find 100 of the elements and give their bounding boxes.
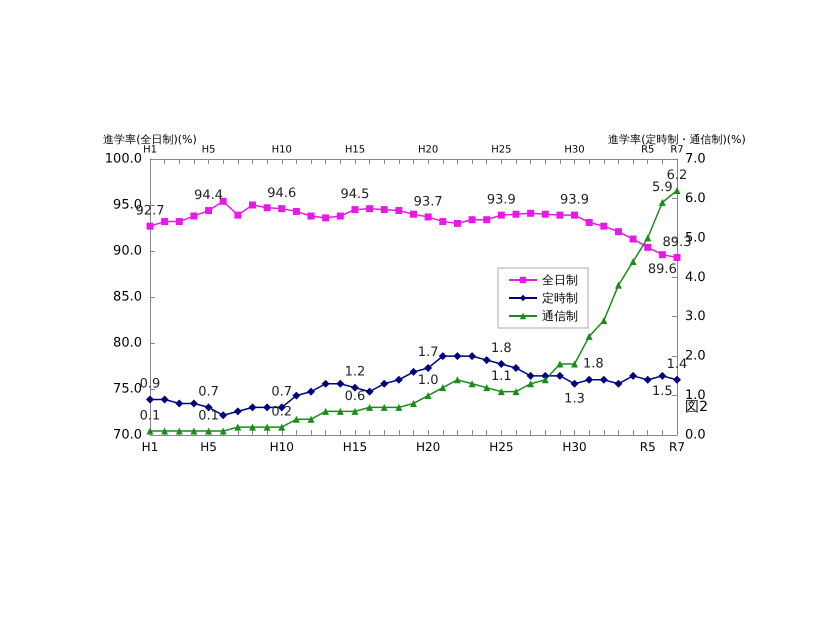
- point: [658, 372, 666, 380]
- category-label: H5: [202, 144, 216, 156]
- y-tick-label: 70.0: [113, 428, 142, 442]
- point: [527, 210, 534, 217]
- point: [424, 392, 432, 400]
- y2-tick-label: 7.0: [685, 152, 706, 166]
- point: [526, 372, 535, 380]
- point: [410, 400, 417, 407]
- x-tick-label: H15: [342, 440, 368, 454]
- data-label: 94.5: [340, 187, 370, 202]
- point: [600, 317, 608, 324]
- data-label: 93.9: [560, 192, 590, 208]
- category-label: R7: [670, 144, 684, 156]
- x-tick-label: H5: [200, 440, 217, 454]
- point: [380, 404, 388, 411]
- y-tick-label: 90.0: [113, 244, 142, 258]
- x-tick-label: H10: [270, 440, 294, 454]
- y2-tick-label: 0.0: [685, 428, 706, 442]
- y2-tick-label: 3.0: [685, 309, 706, 324]
- point: [439, 384, 446, 392]
- point: [395, 404, 402, 411]
- point: [322, 408, 330, 415]
- legend-label: 全日制: [542, 273, 578, 287]
- data-label: 1.5: [652, 384, 673, 399]
- point: [454, 220, 461, 227]
- data-label: 93.9: [486, 192, 516, 208]
- point: [307, 388, 316, 396]
- point: [527, 380, 534, 388]
- point: [658, 198, 666, 206]
- data-label: 1.8: [490, 341, 512, 356]
- point: [263, 403, 272, 412]
- point: [219, 411, 228, 420]
- x-tick-label: H25: [489, 440, 514, 454]
- point: [336, 212, 344, 220]
- point: [175, 399, 184, 408]
- legend-label: 定時制: [542, 291, 578, 305]
- category-label: R5: [641, 144, 654, 156]
- point: [614, 282, 622, 289]
- category-label: H25: [491, 144, 512, 156]
- point: [630, 258, 637, 266]
- point: [674, 187, 680, 194]
- point: [292, 392, 300, 400]
- data-label: 1.3: [564, 392, 585, 407]
- point: [468, 216, 476, 224]
- point: [190, 399, 198, 408]
- point: [439, 218, 446, 226]
- y-tick-label: 75.0: [113, 382, 142, 396]
- data-label: 1.7: [418, 344, 438, 360]
- point: [644, 244, 652, 251]
- point: [146, 428, 154, 435]
- data-label: 1.0: [418, 373, 438, 388]
- point: [190, 428, 198, 435]
- point: [160, 396, 169, 404]
- point: [146, 396, 154, 404]
- x-tick-label: R5: [640, 440, 656, 454]
- point: [366, 388, 374, 396]
- point: [380, 380, 388, 388]
- point: [614, 228, 622, 236]
- point: [380, 206, 388, 214]
- point: [146, 222, 154, 230]
- point: [322, 214, 330, 222]
- point: [556, 212, 564, 219]
- point: [614, 380, 622, 388]
- point: [351, 408, 358, 415]
- point: [585, 376, 594, 384]
- point: [586, 218, 593, 226]
- point: [248, 403, 256, 412]
- point: [571, 360, 578, 368]
- data-label: 93.7: [414, 194, 443, 210]
- point: [542, 210, 549, 218]
- point: [571, 212, 578, 219]
- point: [468, 352, 476, 360]
- data-label: 0.1: [140, 408, 160, 424]
- point: [205, 428, 212, 435]
- point: [161, 218, 168, 226]
- data-label: 94.4: [194, 188, 224, 204]
- y2-tick-label: 4.0: [685, 270, 706, 285]
- y-tick-label: 80.0: [113, 336, 142, 350]
- data-label: 1.1: [490, 369, 512, 384]
- point: [292, 416, 300, 423]
- point: [176, 218, 183, 226]
- point: [366, 205, 374, 212]
- point: [336, 380, 344, 388]
- x-tick-label: H1: [142, 440, 158, 454]
- point: [205, 207, 212, 214]
- point: [512, 364, 520, 372]
- point: [424, 364, 432, 372]
- point: [438, 352, 447, 360]
- point: [394, 376, 403, 384]
- y-tick-label: 100.0: [104, 152, 142, 166]
- point: [673, 376, 681, 384]
- data-label: 0.7: [198, 384, 219, 400]
- point: [248, 424, 256, 431]
- point: [644, 376, 652, 384]
- y-tick-label: 85.0: [113, 290, 142, 304]
- point: [395, 207, 402, 214]
- data-label: 1.8: [583, 356, 604, 372]
- point: [542, 376, 549, 384]
- x-tick-label: H20: [416, 440, 440, 454]
- data-label: 89.6: [648, 262, 677, 278]
